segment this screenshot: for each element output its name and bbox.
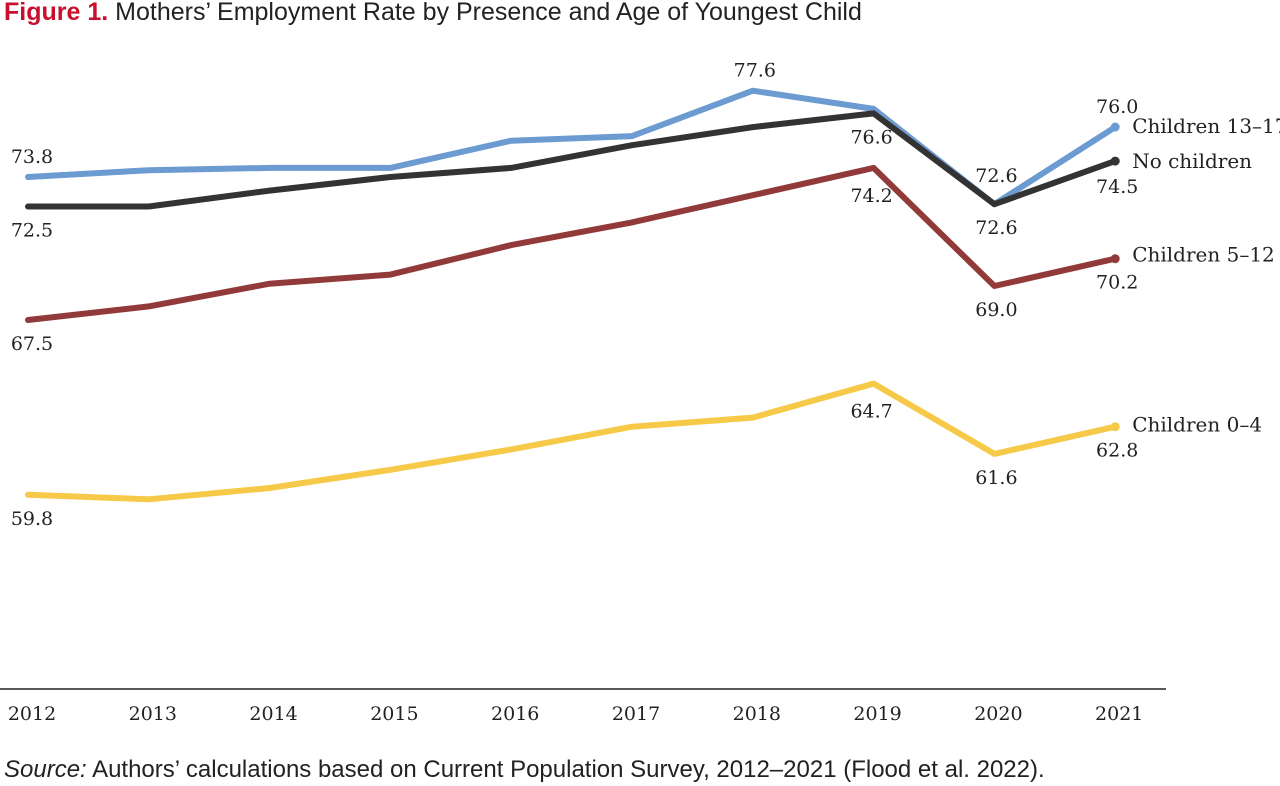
source-note: Source: Authors’ calculations based on C… bbox=[4, 756, 1045, 784]
chart-title: Figure 1. Mothers’ Employment Rate by Pr… bbox=[4, 0, 862, 27]
x-tick-label-2021: 2021 bbox=[1095, 703, 1143, 725]
x-tick-label-2016: 2016 bbox=[491, 703, 539, 725]
data-label-children-5-12-2020: 69.0 bbox=[975, 299, 1017, 321]
series-label-no-children: No children bbox=[1132, 149, 1252, 173]
x-tick-label-2014: 2014 bbox=[249, 703, 297, 725]
data-label-children-13-17-2020: 72.6 bbox=[975, 165, 1017, 187]
data-label-children-0-4-2019: 64.7 bbox=[850, 401, 892, 423]
x-tick-label-2017: 2017 bbox=[612, 703, 660, 725]
data-label-children-0-4-2021: 62.8 bbox=[1096, 440, 1138, 462]
data-label-children-0-4-2020: 61.6 bbox=[975, 467, 1017, 489]
source-lead: Source: bbox=[4, 756, 87, 783]
x-tick-label-2013: 2013 bbox=[129, 703, 177, 725]
data-label-no-children-2021: 74.5 bbox=[1096, 176, 1138, 198]
data-label-children-5-12-2021: 70.2 bbox=[1096, 272, 1138, 294]
data-label-children-13-17-2021: 76.0 bbox=[1096, 96, 1138, 118]
data-label-no-children-2012: 72.5 bbox=[11, 220, 53, 242]
x-tick-label-2012: 2012 bbox=[8, 703, 56, 725]
series-endpoint-children-5-12 bbox=[1110, 254, 1120, 264]
series-endpoint-children-13-17 bbox=[1110, 122, 1120, 132]
series-endpoint-children-0-4 bbox=[1110, 422, 1120, 432]
data-label-no-children-2020: 72.6 bbox=[975, 217, 1017, 239]
data-label-children-5-12-2019: 74.2 bbox=[850, 185, 892, 207]
data-label-no-children-2019: 76.6 bbox=[850, 126, 892, 148]
data-label-children-13-17-2012: 73.8 bbox=[11, 146, 53, 168]
x-tick-label-2018: 2018 bbox=[733, 703, 781, 725]
series-label-children-5-12: Children 5–12 bbox=[1132, 243, 1275, 267]
data-label-children-5-12-2012: 67.5 bbox=[11, 333, 53, 355]
data-label-children-13-17-2018: 77.6 bbox=[734, 60, 776, 82]
x-tick-label-2019: 2019 bbox=[853, 703, 901, 725]
series-line-children-0-4 bbox=[25, 380, 1119, 503]
series-line-children-5-12 bbox=[25, 164, 1119, 323]
series-label-children-13-17: Children 13–17 bbox=[1132, 114, 1280, 138]
data-label-children-0-4-2012: 59.8 bbox=[11, 508, 53, 530]
x-tick-label-2015: 2015 bbox=[370, 703, 418, 725]
figure-title-text: Mothers’ Employment Rate by Presence and… bbox=[115, 0, 862, 26]
series-line-no-children bbox=[25, 110, 1119, 210]
figure-label: Figure 1. bbox=[4, 0, 109, 26]
x-tick-label-2020: 2020 bbox=[974, 703, 1022, 725]
series-endpoint-no-children bbox=[1110, 156, 1120, 166]
source-text: Authors’ calculations based on Current P… bbox=[86, 756, 1045, 783]
series-line-children-13-17 bbox=[25, 87, 1119, 208]
series-label-children-0-4: Children 0–4 bbox=[1132, 413, 1262, 437]
